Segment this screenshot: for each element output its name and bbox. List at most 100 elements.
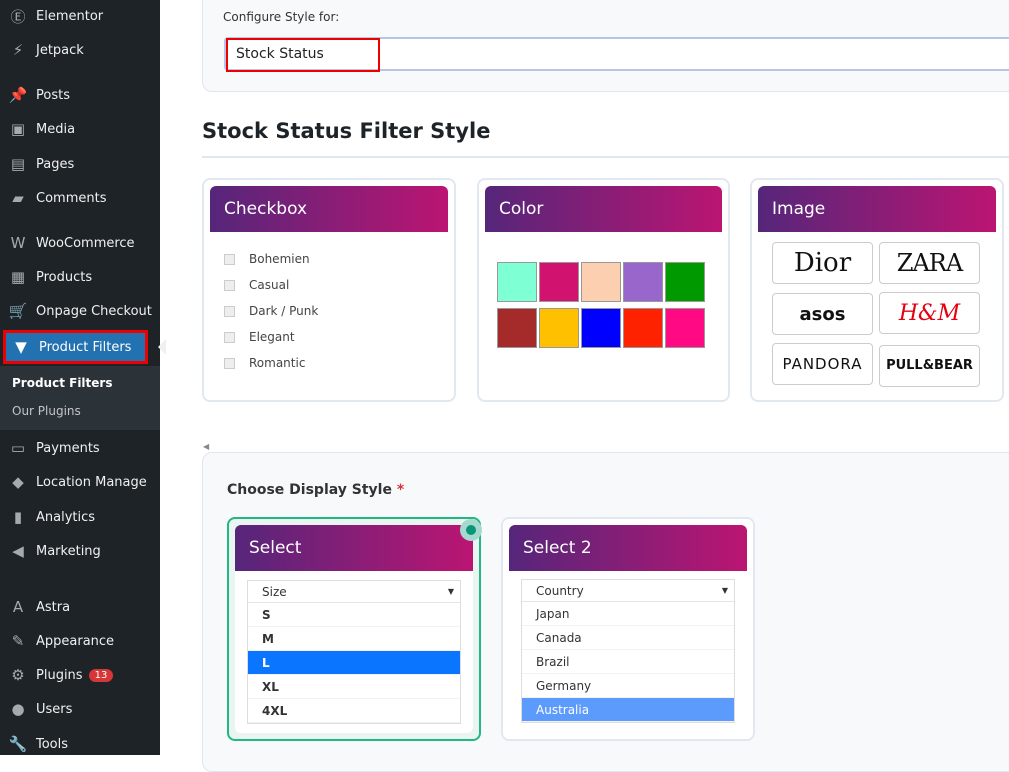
display-card-select[interactable]: Select Size ▼ S M L XL 4XL <box>227 517 482 741</box>
dropdown-option[interactable]: M <box>248 627 460 651</box>
sidebar-item-appearance[interactable]: ✎ Appearance <box>0 624 160 658</box>
config-select[interactable]: Stock Status <box>224 37 1009 72</box>
selected-indicator-icon <box>460 519 482 541</box>
megaphone-icon: ◀ <box>12 542 24 560</box>
sidebar-item-onpage-checkout[interactable]: 🛒 Onpage Checkout <box>0 294 160 328</box>
scroll-left-arrow[interactable]: ◀ <box>203 442 210 451</box>
sidebar-item-elementor[interactable]: Ⓔ Elementor <box>0 0 160 33</box>
color-swatch <box>539 308 579 348</box>
sidebar-item-plugins[interactable]: ⚙ Plugins 13 <box>0 658 160 692</box>
sidebar-item-label: Product Filters <box>39 339 132 355</box>
current-menu-arrow <box>150 339 166 355</box>
elementor-icon: Ⓔ <box>10 7 26 26</box>
payments-icon: ▭ <box>10 439 26 457</box>
submenu-our-plugins[interactable]: Our Plugins <box>12 404 81 418</box>
update-count-badge: 13 <box>88 668 114 682</box>
sidebar-item-users[interactable]: ● Users <box>0 692 160 726</box>
sidebar-item-label: Users <box>36 701 73 717</box>
dropdown-arrow-icon: ▼ <box>447 587 454 596</box>
dropdown-option[interactable]: Australia <box>522 698 734 722</box>
card-title: Checkbox <box>210 186 448 232</box>
sidebar-item-product-filters[interactable]: ▼ Product Filters <box>3 330 148 364</box>
checkbox-label: Elegant <box>249 330 295 344</box>
display-style-label: Choose Display Style * <box>227 482 405 498</box>
checkbox-icon <box>224 253 235 265</box>
country-select[interactable]: Country ▼ Japan Canada Brazil Germany Australi… <box>521 579 735 723</box>
sidebar-item-label: Appearance <box>36 633 115 649</box>
sidebar-item-label: Elementor <box>36 8 104 24</box>
woo-icon: W <box>10 234 26 252</box>
checkbox-icon <box>224 305 235 317</box>
pages-icon: ▤ <box>10 155 26 173</box>
sidebar-item-astra[interactable]: A Astra <box>0 590 160 624</box>
user-icon: ● <box>11 700 25 718</box>
config-value: Stock Status <box>226 38 380 72</box>
archive-icon: ▦ <box>10 268 26 286</box>
sidebar-item-location-manage[interactable]: ◆ Location Manage <box>0 465 160 499</box>
sidebar-item-tools[interactable]: 🔧 Tools <box>0 727 160 761</box>
filter-icon: ▼ <box>15 338 27 356</box>
cart-icon: 🛒 <box>8 302 28 320</box>
sidebar-item-label: Payments <box>36 440 100 456</box>
dropdown-option[interactable]: S <box>248 603 460 627</box>
brand-logo: H&M <box>879 292 980 334</box>
card-title: Select <box>235 525 473 571</box>
chart-icon: ▮ <box>13 508 23 526</box>
checkbox-label: Casual <box>249 278 290 292</box>
sidebar-item-payments[interactable]: ▭ Payments <box>0 431 160 465</box>
sidebar-item-label: WooCommerce <box>36 235 135 251</box>
select-placeholder: Country <box>536 583 584 598</box>
sidebar-item-comments[interactable]: ▰ Comments <box>0 181 160 215</box>
sidebar-item-label: Media <box>36 121 76 137</box>
sidebar-item-jetpack[interactable]: ⚡ Jetpack <box>0 33 160 67</box>
dropdown-option[interactable]: L <box>248 651 460 675</box>
brush-icon: ✎ <box>11 632 25 650</box>
color-swatch <box>581 308 621 348</box>
sidebar-item-label: Location Manage <box>36 474 147 490</box>
color-swatch <box>497 262 537 302</box>
brand-logo: PULL&BEAR <box>879 344 980 387</box>
submenu-product-filters[interactable]: Product Filters <box>12 376 113 390</box>
dropdown-option[interactable]: Canada <box>522 626 734 650</box>
sidebar-item-label: Onpage Checkout <box>36 303 152 319</box>
checkbox-item: Dark / Punk <box>210 298 448 324</box>
sidebar-item-label: Marketing <box>36 543 101 559</box>
config-panel: Configure Style for: Stock Status <box>202 0 1009 92</box>
dropdown-option[interactable]: Brazil <box>522 650 734 674</box>
brand-logo: asos <box>772 293 873 335</box>
divider <box>202 156 1009 158</box>
dropdown-option[interactable]: XL <box>248 675 460 699</box>
sidebar-item-marketing[interactable]: ◀ Marketing <box>0 534 160 568</box>
display-card-select2[interactable]: Select 2 Country ▼ Japan Canada Brazil German… <box>501 517 755 741</box>
color-swatch <box>665 308 705 348</box>
section-heading: Stock Status Filter Style <box>202 119 491 143</box>
card-title: Select 2 <box>509 525 747 571</box>
wrench-icon: 🔧 <box>8 735 28 753</box>
checkbox-item: Bohemien <box>210 246 448 272</box>
sidebar-item-products[interactable]: ▦ Products <box>0 260 160 294</box>
checkbox-icon <box>224 357 235 369</box>
dropdown-arrow-icon: ▼ <box>721 586 728 595</box>
checkbox-item: Casual <box>210 272 448 298</box>
size-select[interactable]: Size ▼ S M L XL 4XL <box>247 580 461 724</box>
comment-icon: ▰ <box>12 189 24 207</box>
sidebar-item-label: Tools <box>36 736 69 752</box>
style-card-image[interactable]: Image Dior ZARAasos H&MPANDORA PULL&BEAR <box>750 178 1004 402</box>
sidebar-item-label: Pages <box>36 156 75 172</box>
color-swatch <box>581 262 621 302</box>
sidebar-item-woocommerce[interactable]: W WooCommerce <box>0 226 160 260</box>
checkbox-item: Romantic <box>210 350 448 376</box>
sidebar-item-media[interactable]: ▣ Media <box>0 112 160 146</box>
color-swatch <box>623 308 663 348</box>
sidebar-item-pages[interactable]: ▤ Pages <box>0 147 160 181</box>
dropdown-option[interactable]: 4XL <box>248 699 460 723</box>
config-label: Configure Style for: <box>223 10 340 24</box>
dropdown-option[interactable]: Japan <box>522 602 734 626</box>
checkbox-label: Romantic <box>249 356 306 370</box>
sidebar-item-posts[interactable]: 📌 Posts <box>0 78 160 112</box>
color-swatch <box>497 308 537 348</box>
dropdown-option[interactable]: Germany <box>522 674 734 698</box>
sidebar-item-analytics[interactable]: ▮ Analytics <box>0 500 160 534</box>
style-card-checkbox[interactable]: Checkbox Bohemien Casual Dark / Punk Elegan… <box>202 178 456 402</box>
style-card-color[interactable]: Color <box>477 178 730 402</box>
